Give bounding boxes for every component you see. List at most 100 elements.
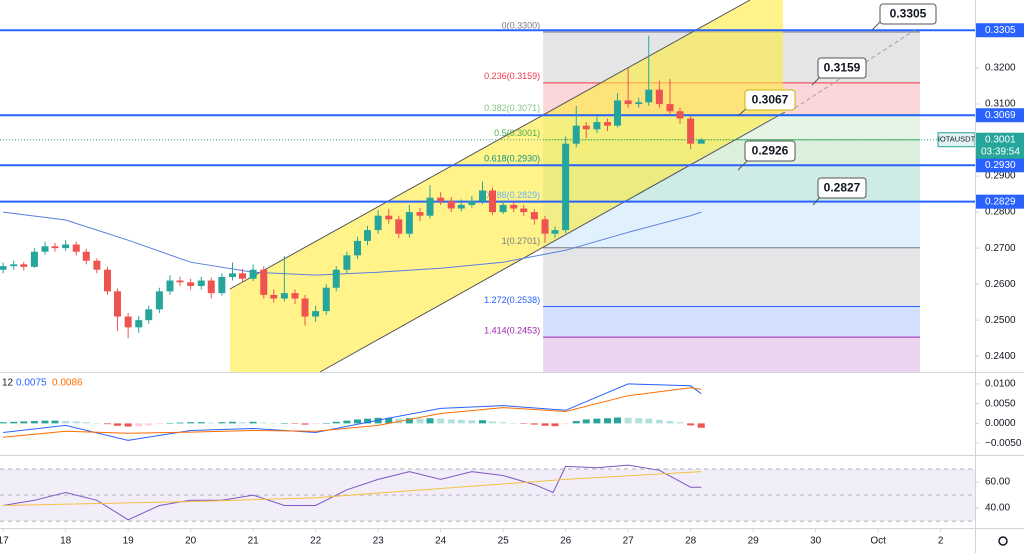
candle-body	[197, 280, 205, 286]
x-tick-label: 22	[310, 536, 322, 547]
candle-body	[51, 246, 59, 249]
y-tick-label: 0.0100	[985, 379, 1016, 390]
candle-body	[312, 311, 320, 317]
candle-body	[301, 298, 309, 317]
histogram-bar	[124, 423, 132, 427]
x-tick-label: 19	[123, 536, 135, 547]
candle-body	[655, 89, 663, 105]
candle-body	[270, 294, 278, 299]
fib-label: 0.5(0.3001)	[494, 128, 540, 138]
histogram-bar	[218, 422, 226, 424]
histogram-bar	[187, 422, 195, 424]
histogram-bar	[155, 423, 163, 425]
candle-body	[114, 291, 121, 317]
candle-body	[437, 197, 445, 202]
callout-box	[744, 140, 796, 162]
callout-text: 0.3305	[890, 7, 927, 21]
histogram-bar	[145, 423, 153, 426]
histogram-bar	[635, 418, 643, 424]
candle-body	[93, 260, 101, 270]
price-tag	[976, 194, 1024, 209]
fib-label: 0.618(0.2930)	[484, 154, 540, 164]
candle-body	[155, 291, 163, 310]
candle-body	[395, 219, 403, 234]
price-tag-label: 0.2829	[985, 196, 1016, 207]
candle-body	[176, 280, 184, 283]
series-line	[3, 211, 702, 276]
histogram-bar	[510, 422, 518, 424]
histogram-bar	[499, 422, 507, 424]
candle-body	[468, 201, 476, 205]
histogram-bar	[530, 423, 538, 425]
histogram-bar	[551, 423, 559, 427]
x-tick-label: 25	[498, 536, 510, 547]
y-tick-label: 0.3100	[985, 99, 1016, 110]
histogram-bar	[572, 421, 580, 424]
candle-body	[364, 230, 371, 241]
candle-body	[645, 89, 653, 103]
histogram-bar	[687, 423, 695, 426]
settings-icon[interactable]	[998, 536, 1008, 546]
histogram-bar	[291, 423, 299, 424]
histogram-bar	[301, 423, 309, 425]
histogram-bar	[114, 423, 121, 426]
fib-band	[543, 306, 920, 338]
candle-body	[343, 255, 351, 270]
histogram-bar	[229, 421, 236, 424]
series-line	[3, 387, 702, 438]
candle-body	[30, 251, 38, 267]
candle-body	[510, 204, 518, 209]
candle-body	[239, 273, 246, 279]
y-tick-label: 0.2800	[985, 207, 1016, 218]
histogram-bar	[72, 421, 80, 424]
candle-body	[135, 320, 143, 328]
last-price-label: 0.3001	[985, 134, 1016, 145]
candle-body	[593, 122, 601, 130]
candle-body	[572, 125, 580, 144]
x-tick-label: 18	[60, 536, 72, 547]
y-tick-label: 0.2500	[985, 315, 1016, 326]
histogram-bar	[426, 418, 434, 424]
candle-body	[249, 269, 257, 279]
candle-body	[41, 246, 49, 252]
histogram-bar	[343, 420, 351, 424]
candle-body	[374, 215, 382, 231]
x-tick-label: 27	[623, 536, 635, 547]
histogram-bar	[20, 421, 28, 424]
callout-box	[817, 57, 867, 79]
macd-readout: 0.0086	[52, 378, 83, 389]
series-line	[3, 464, 702, 521]
x-tick-label: 30	[810, 536, 822, 547]
candle-body	[489, 190, 496, 213]
histogram-bar	[10, 421, 18, 424]
histogram-bar	[30, 421, 38, 424]
candle-body	[426, 197, 434, 216]
fib-label: 0.382(0.3071)	[484, 103, 540, 113]
candle-body	[520, 208, 528, 213]
x-tick-label: 20	[185, 536, 197, 547]
y-tick-label: 0.0050	[985, 398, 1016, 409]
candle-body	[20, 264, 28, 267]
candle-body	[145, 309, 153, 321]
callout-box	[879, 3, 937, 25]
histogram-bar	[676, 422, 684, 424]
candle-body	[72, 244, 80, 252]
candle-body	[416, 212, 424, 216]
candle-body	[697, 139, 705, 144]
x-tick-label: Oct	[870, 536, 886, 547]
x-tick-label: 24	[435, 536, 447, 547]
price-tag-label: 0.2930	[985, 160, 1016, 171]
candle-body	[530, 212, 538, 220]
price-tag-label: 0.3069	[985, 110, 1016, 121]
price-tag	[976, 108, 1024, 123]
callout-text: 0.2926	[752, 144, 789, 158]
fib-label: 0(0.3300)	[502, 20, 541, 30]
histogram-bar	[447, 419, 455, 424]
histogram-bar	[62, 421, 70, 424]
macd-header: 12	[2, 378, 14, 389]
histogram-bar	[614, 417, 621, 424]
candle-body	[0, 266, 7, 270]
y-tick-label: 0.2700	[985, 243, 1016, 254]
